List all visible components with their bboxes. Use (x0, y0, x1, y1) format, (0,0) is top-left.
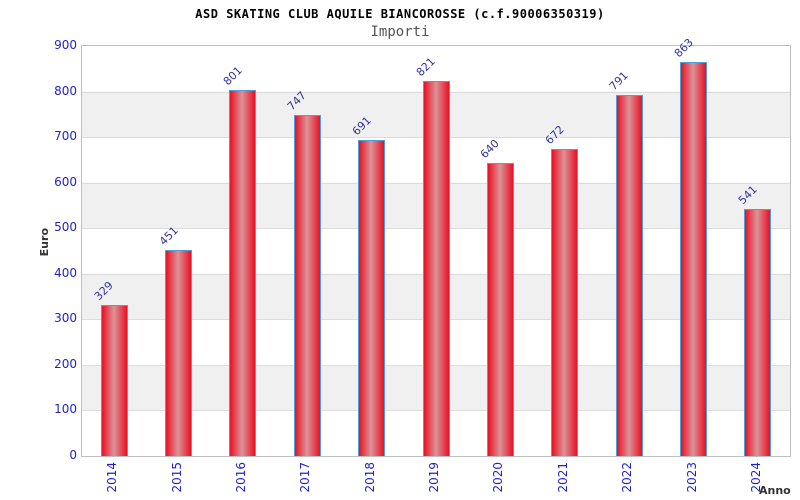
chart-title: ASD SKATING CLUB AQUILE BIANCOROSSE (c.f… (195, 7, 605, 21)
y-tick-label: 200 (54, 356, 77, 371)
bar-2021 (551, 148, 579, 456)
x-tick-label: 2023 (684, 462, 699, 493)
y-tick-label: 300 (54, 311, 77, 326)
x-axis-label: Anno (759, 484, 791, 497)
x-tick-label: 2021 (555, 462, 570, 493)
x-tick-label: 2015 (169, 462, 184, 493)
bar-value-label: 329 (91, 279, 117, 304)
y-tick-label: 700 (54, 129, 77, 144)
bar-value-label: 691 (349, 114, 374, 139)
x-tick-label: 2014 (105, 462, 120, 493)
x-tick-label: 2022 (620, 462, 635, 493)
bar-2016 (229, 90, 257, 456)
y-tick-label: 400 (54, 265, 77, 280)
y-tick-label: 500 (54, 220, 77, 235)
x-tick-label: 2017 (298, 462, 313, 493)
x-tick-label: 2020 (491, 462, 506, 493)
bar-2018 (358, 140, 386, 456)
plot-area: 329 451 801 747 691 821 640 672 791 863 541 (81, 36, 791, 457)
chart-subtitle: Importi (370, 24, 430, 40)
bar-value-label: 672 (542, 122, 567, 147)
bar-value-label: 541 (735, 182, 760, 207)
y-tick-label: 0 (69, 448, 77, 462)
bar-2017 (293, 114, 321, 456)
bar-value-label: 640 (478, 137, 503, 162)
x-tick-label: 2016 (233, 462, 248, 493)
y-tick-label: 900 (54, 38, 77, 52)
bar-value-label: 801 (220, 64, 245, 89)
x-tick-label: 2018 (362, 462, 377, 493)
bar-value-label: 821 (413, 54, 438, 79)
bar-2024 (744, 208, 772, 456)
bar-2014 (100, 305, 128, 456)
bar-value-label: 451 (156, 223, 181, 248)
bar-2022 (615, 94, 643, 456)
bar-2020 (486, 163, 514, 456)
bar-2023 (680, 61, 707, 456)
y-tick-label: 600 (54, 174, 77, 189)
bar-2019 (422, 81, 450, 456)
bar-value-label: 791 (606, 68, 631, 93)
bar-2015 (165, 249, 192, 456)
x-tick-label: 2019 (427, 462, 441, 493)
y-tick-label: 100 (54, 402, 77, 417)
y-tick-label: 800 (54, 83, 77, 98)
